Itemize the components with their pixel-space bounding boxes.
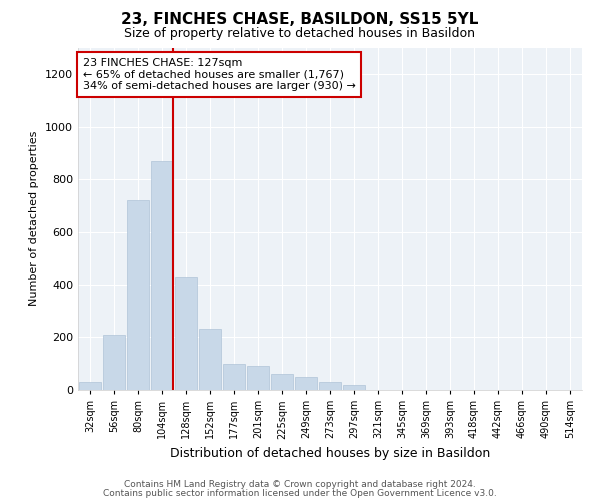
Bar — [271, 374, 293, 390]
Bar — [199, 330, 221, 390]
Text: Contains HM Land Registry data © Crown copyright and database right 2024.: Contains HM Land Registry data © Crown c… — [124, 480, 476, 489]
Text: 23 FINCHES CHASE: 127sqm
← 65% of detached houses are smaller (1,767)
34% of sem: 23 FINCHES CHASE: 127sqm ← 65% of detach… — [83, 58, 356, 91]
Bar — [175, 276, 197, 390]
Bar — [79, 382, 101, 390]
Bar — [103, 334, 125, 390]
Bar — [295, 377, 317, 390]
Y-axis label: Number of detached properties: Number of detached properties — [29, 131, 40, 306]
Text: Size of property relative to detached houses in Basildon: Size of property relative to detached ho… — [125, 28, 476, 40]
Text: Contains public sector information licensed under the Open Government Licence v3: Contains public sector information licen… — [103, 488, 497, 498]
Bar — [319, 382, 341, 390]
Bar — [247, 366, 269, 390]
Bar — [151, 161, 173, 390]
Bar — [343, 384, 365, 390]
Bar — [127, 200, 149, 390]
X-axis label: Distribution of detached houses by size in Basildon: Distribution of detached houses by size … — [170, 447, 490, 460]
Bar — [223, 364, 245, 390]
Text: 23, FINCHES CHASE, BASILDON, SS15 5YL: 23, FINCHES CHASE, BASILDON, SS15 5YL — [121, 12, 479, 28]
